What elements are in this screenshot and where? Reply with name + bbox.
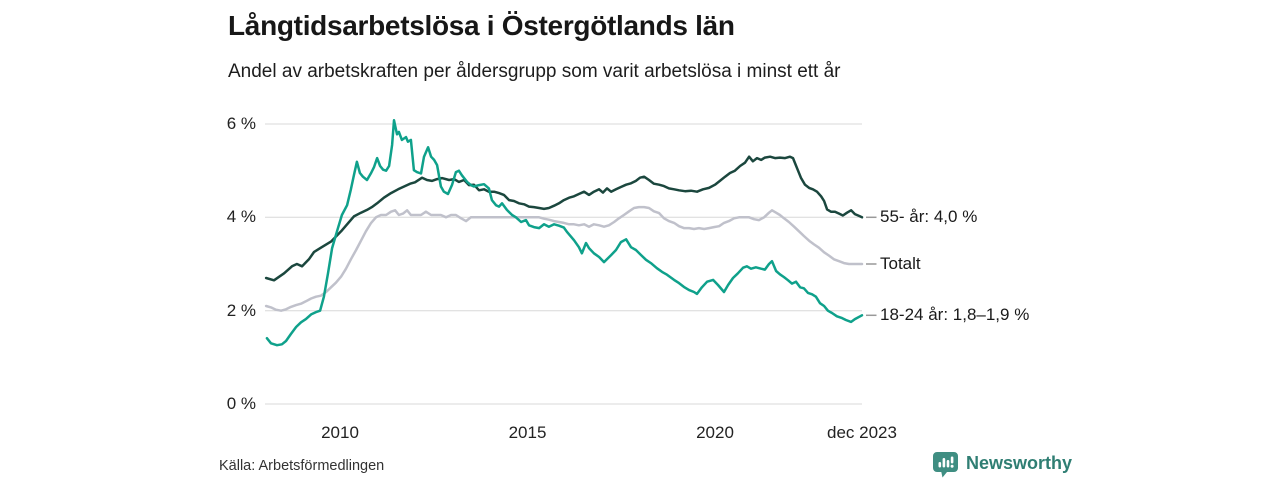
x-axis-tick-label: 2010 (321, 423, 359, 442)
series-label-totalt: Totalt (880, 254, 921, 273)
series-line-18-24-ar (265, 119, 864, 347)
y-axis-tick-label: 2 % (226, 300, 256, 320)
y-axis-tick-label: 4 % (226, 207, 256, 227)
series-line-totalt (264, 205, 864, 312)
y-axis-tick-label: 0 % (226, 394, 256, 413)
series-label-55-ar: 55- år: 4,0 % (880, 207, 978, 226)
y-axis-tick-label: 6 % (226, 114, 256, 133)
series-line-55-ar (264, 155, 864, 282)
newsworthy-logo-icon (933, 451, 959, 478)
newsworthy-branding: Newsworthy (933, 451, 1072, 478)
series-label-18-24-ar: 18-24 år: 1,8–1,9 % (880, 305, 1030, 324)
page-title: Långtidsarbetslösa i Östergötlands län (228, 10, 735, 41)
x-axis-tick-label: dec 2023 (827, 423, 897, 442)
x-axis-tick-label: 2015 (508, 423, 547, 442)
page-subtitle: Andel av arbetskraften per åldersgrupp s… (228, 61, 841, 82)
newsworthy-wordmark: Newsworthy (966, 453, 1073, 473)
x-axis-tick-label: 2020 (696, 423, 734, 442)
source-caption: Källa: Arbetsförmedlingen (219, 458, 385, 474)
